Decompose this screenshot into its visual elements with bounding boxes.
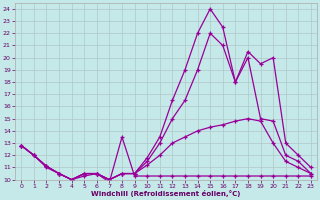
- X-axis label: Windchill (Refroidissement éolien,°C): Windchill (Refroidissement éolien,°C): [92, 190, 241, 197]
